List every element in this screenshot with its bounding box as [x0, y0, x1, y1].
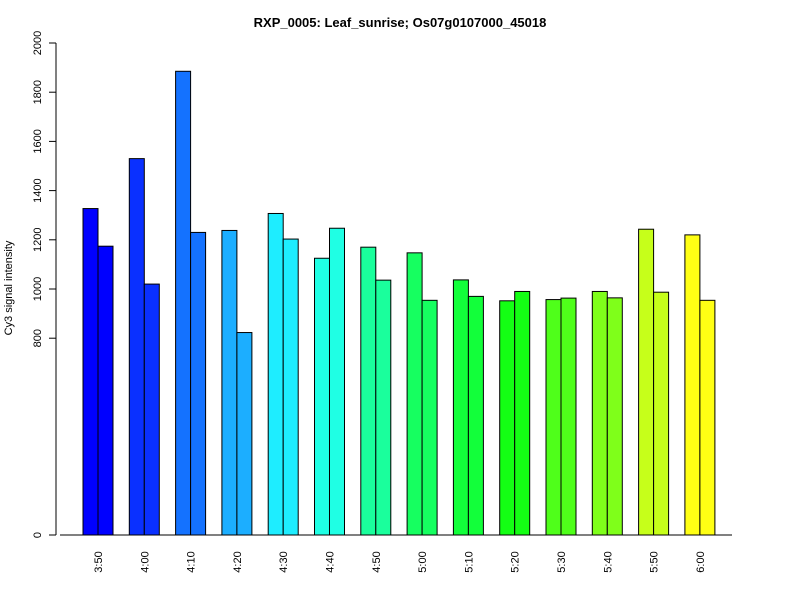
x-category-label: 3:50: [93, 551, 105, 572]
y-tick-label: 0: [32, 532, 44, 538]
bar-520-1: [499, 300, 516, 536]
y-tick-label: 1400: [32, 178, 44, 202]
bar-550-1: [638, 228, 655, 536]
bar-420-2: [236, 332, 253, 536]
x-category-label: 5:20: [510, 551, 522, 572]
x-category-label: 5:10: [463, 551, 475, 572]
x-category-label: 5:40: [602, 551, 614, 572]
bar-430-1: [267, 212, 284, 536]
x-category-label: 5:30: [556, 551, 568, 572]
x-axis-labels: 3:50 4:00 4:10 4:20 4:30 4:40 4:50 5:00 5:10 5:20…: [93, 551, 707, 572]
x-category-label: 4:10: [186, 551, 198, 572]
x-category-label: 5:50: [649, 551, 661, 572]
bar-500-1: [406, 252, 423, 536]
bar-410-1: [175, 70, 192, 536]
bar-450-1: [360, 246, 377, 536]
bar-400-2: [143, 283, 160, 536]
bar-430-2: [282, 238, 299, 536]
bar-510-2: [467, 295, 484, 536]
chart-title: RXP_0005: Leaf_sunrise; Os07g0107000_450…: [254, 15, 547, 30]
bar-440-2: [329, 227, 345, 536]
bar-450-2: [375, 279, 392, 536]
bar-510-1: [452, 279, 469, 536]
bar-350-1: [82, 208, 99, 536]
x-category-label: 6:00: [695, 551, 707, 572]
y-tick-label: 1000: [32, 277, 44, 301]
bar-500-2: [421, 299, 438, 536]
bar-420-1: [221, 229, 238, 536]
x-category-label: 4:20: [232, 551, 244, 572]
x-category-label: 4:50: [371, 551, 383, 572]
y-axis-label: Cy3 signal intensity: [3, 240, 15, 335]
bar-530-1: [545, 299, 562, 536]
bars: [82, 70, 716, 536]
bar-440-1: [314, 257, 330, 536]
bar-600-1: [684, 234, 701, 536]
bar-600-2: [699, 299, 716, 536]
y-tick-label: 1600: [32, 129, 44, 153]
y-tick-label: 1800: [32, 80, 44, 104]
bar-410-2: [190, 231, 207, 536]
bar-530-2: [560, 297, 577, 536]
bar-540-1: [591, 290, 608, 536]
y-tick-label: 800: [32, 329, 44, 347]
y-tick-label: 1200: [32, 228, 44, 252]
x-category-label: 4:40: [325, 551, 337, 572]
x-category-label: 4:30: [278, 551, 290, 572]
x-category-label: 5:00: [417, 551, 429, 572]
x-category-label: 4:00: [139, 551, 151, 572]
y-tick-label: 2000: [32, 31, 44, 55]
bar-540-2: [606, 297, 623, 536]
bar-400-1: [128, 158, 145, 536]
bar-350-2: [97, 245, 114, 536]
bar-550-2: [653, 291, 670, 536]
bar-520-2: [514, 290, 531, 536]
